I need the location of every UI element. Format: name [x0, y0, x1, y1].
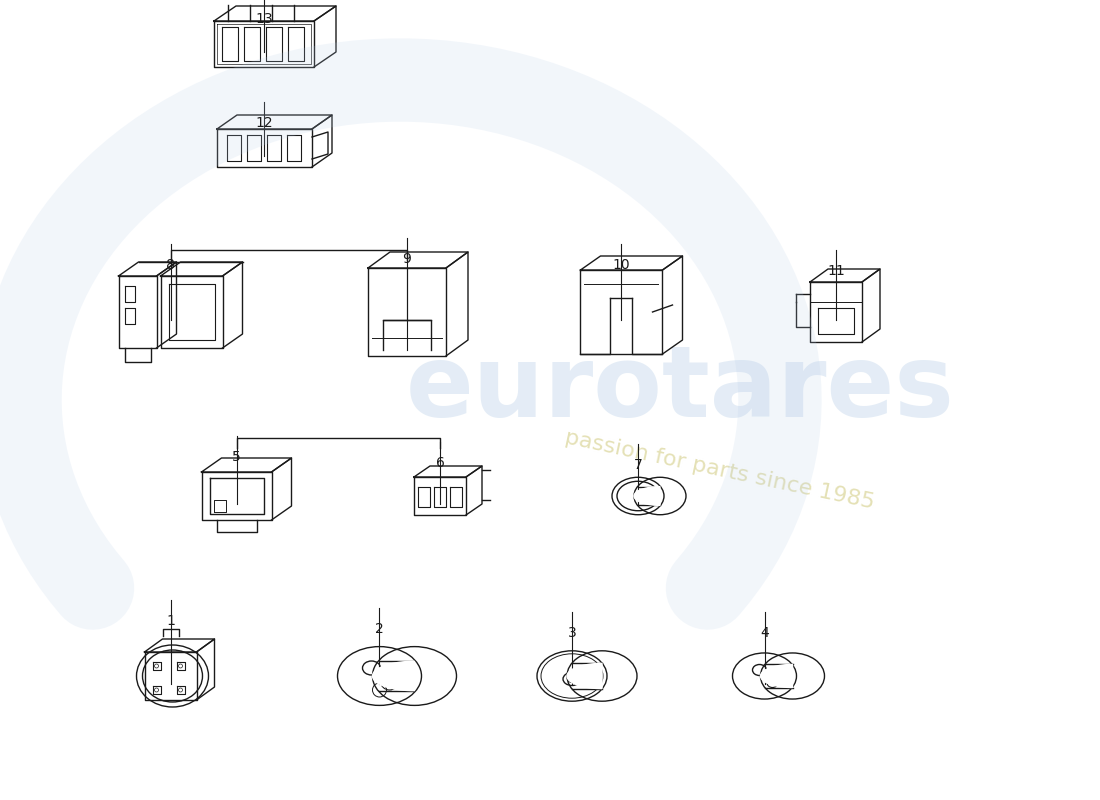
Text: 8: 8 [166, 258, 175, 272]
Text: 2: 2 [375, 622, 384, 636]
Text: 10: 10 [613, 258, 630, 272]
Text: 4: 4 [760, 626, 769, 640]
Text: passion for parts since 1985: passion for parts since 1985 [563, 427, 877, 513]
Polygon shape [634, 486, 660, 506]
Text: 12: 12 [255, 115, 273, 130]
Polygon shape [760, 665, 792, 687]
Polygon shape [566, 663, 602, 689]
Text: 13: 13 [255, 11, 273, 26]
Text: eurotares: eurotares [406, 342, 955, 438]
Text: 5: 5 [232, 450, 241, 464]
Text: 11: 11 [827, 264, 845, 278]
Text: 9: 9 [403, 253, 411, 266]
Text: 7: 7 [634, 458, 642, 472]
Text: 1: 1 [166, 614, 175, 628]
Text: 6: 6 [436, 456, 444, 470]
Polygon shape [373, 662, 415, 690]
Text: 3: 3 [568, 626, 576, 640]
